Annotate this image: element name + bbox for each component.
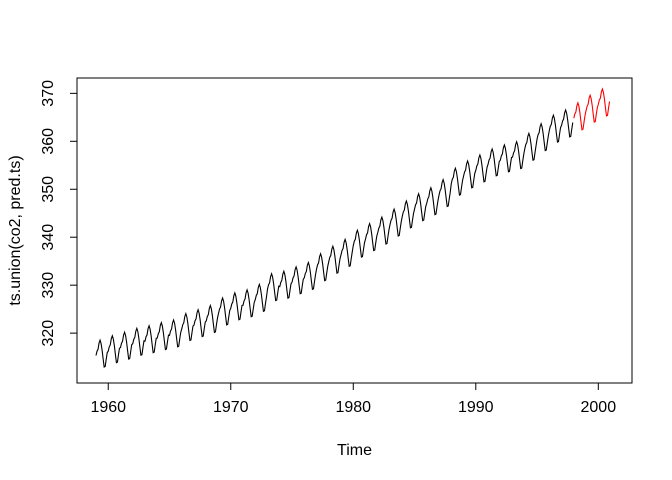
- plot-box: [76, 77, 633, 384]
- y-axis-title: ts.union(co2, pred.ts): [7, 155, 24, 305]
- x-axis-tick-label: 1980: [335, 399, 371, 416]
- x-axis-tick-label: 2000: [581, 399, 617, 416]
- plot-generated-layer: 1960 1970 1980 1990 2000 320 330 340 350 360 370: [40, 77, 633, 416]
- x-axis-tick-label: 1970: [213, 399, 249, 416]
- y-axis-tick-label: 360: [40, 128, 57, 155]
- x-axis-tick-label: 1990: [458, 399, 494, 416]
- y-axis-tick-label: 370: [40, 80, 57, 107]
- x-axis-title: Time: [337, 442, 372, 459]
- co2-series-line: [95, 108, 574, 368]
- y-axis-tick-label: 320: [40, 320, 57, 347]
- y-axis-tick-label: 340: [40, 224, 57, 251]
- prediction-series-line: [573, 87, 611, 131]
- x-axis-tick-label: 1960: [90, 399, 126, 416]
- y-axis-tick-label: 350: [40, 176, 57, 203]
- y-axis-tick-label: 330: [40, 272, 57, 299]
